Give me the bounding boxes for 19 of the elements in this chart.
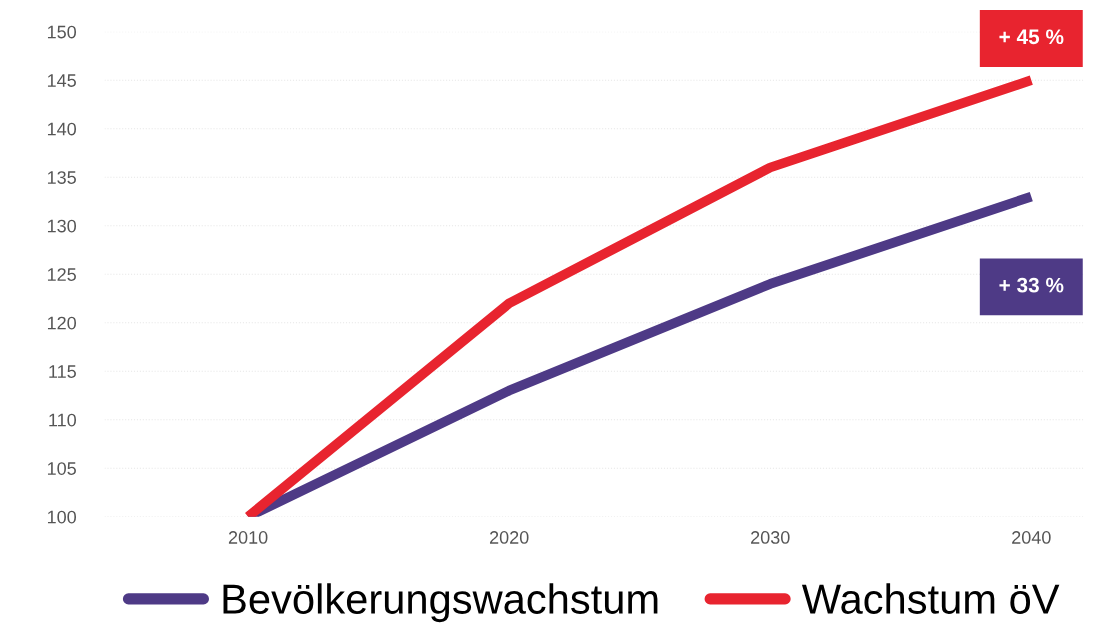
y-tick-label: 140 xyxy=(47,122,77,136)
y-tick-label: 150 xyxy=(47,25,77,39)
legend-label: Bevölkerungswachstum xyxy=(223,583,658,623)
y-tick-label: 130 xyxy=(47,219,77,233)
annotation: + 33 % xyxy=(999,277,1064,293)
y-tick-label: 125 xyxy=(47,268,76,281)
x-tick-label: 2020 xyxy=(489,531,529,544)
y-tick-label: 115 xyxy=(49,365,76,378)
legend-label: Wachstum öV xyxy=(801,583,1060,614)
y-tick-label: 135 xyxy=(47,171,76,184)
x-tick-label: 2030 xyxy=(751,531,790,544)
y-tick-label: 100 xyxy=(47,510,77,524)
y-tick-label: 120 xyxy=(47,316,77,330)
x-tick-label: 2010 xyxy=(228,531,268,544)
x-tick-label: 2040 xyxy=(1012,531,1051,544)
y-tick-label: 110 xyxy=(49,413,77,427)
y-tick-label: 145 xyxy=(47,74,76,87)
annotation: + 45 % xyxy=(999,29,1064,45)
y-tick-label: 105 xyxy=(47,462,76,475)
